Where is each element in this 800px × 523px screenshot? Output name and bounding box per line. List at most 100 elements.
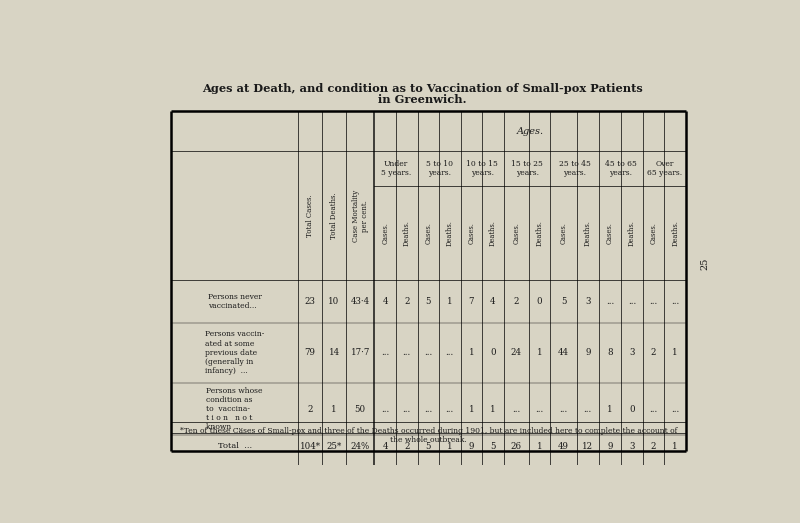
Text: 79: 79 xyxy=(305,348,315,357)
Text: Persons vaccin-
ated at some
previous date
(generally in
infancy)  ...: Persons vaccin- ated at some previous da… xyxy=(205,331,264,375)
Text: 10: 10 xyxy=(328,297,339,306)
Text: Cases.: Cases. xyxy=(560,222,568,244)
Text: 12: 12 xyxy=(582,442,594,451)
Text: Deaths.: Deaths. xyxy=(584,220,592,246)
Text: 44: 44 xyxy=(558,348,570,357)
Text: 3: 3 xyxy=(585,297,590,306)
Text: 4: 4 xyxy=(382,442,388,451)
Text: 104*: 104* xyxy=(299,442,321,451)
Text: 2: 2 xyxy=(651,348,656,357)
Text: Deaths.: Deaths. xyxy=(446,220,454,246)
Text: Deaths.: Deaths. xyxy=(671,220,679,246)
Text: 1: 1 xyxy=(469,405,474,414)
Text: ...: ... xyxy=(606,297,614,306)
Text: 5: 5 xyxy=(561,297,566,306)
Text: ...: ... xyxy=(650,405,658,414)
Text: Total Deaths.: Total Deaths. xyxy=(330,192,338,239)
Text: 3: 3 xyxy=(630,442,634,451)
Text: ...: ... xyxy=(402,405,411,414)
Text: 2: 2 xyxy=(307,405,313,414)
Text: 45 to 65
years.: 45 to 65 years. xyxy=(605,160,637,177)
Text: ...: ... xyxy=(512,405,520,414)
Text: 2: 2 xyxy=(404,442,410,451)
Text: 26: 26 xyxy=(510,442,522,451)
Text: 17·7: 17·7 xyxy=(350,348,370,357)
Text: 0: 0 xyxy=(630,405,635,414)
Text: 1: 1 xyxy=(607,405,613,414)
Text: 43·4: 43·4 xyxy=(350,297,370,306)
Text: 1: 1 xyxy=(537,348,542,357)
Text: 15 to 25
years.: 15 to 25 years. xyxy=(511,160,543,177)
Text: ...: ... xyxy=(671,405,679,414)
Text: Deaths.: Deaths. xyxy=(402,220,410,246)
Text: 1: 1 xyxy=(469,348,474,357)
Text: 5: 5 xyxy=(490,442,495,451)
Text: 49: 49 xyxy=(558,442,570,451)
Text: Over
65 years.: Over 65 years. xyxy=(647,160,682,177)
Text: 23: 23 xyxy=(305,297,315,306)
Text: Deaths.: Deaths. xyxy=(489,220,497,246)
Text: Deaths.: Deaths. xyxy=(536,220,544,246)
Text: 2: 2 xyxy=(404,297,410,306)
Text: 1: 1 xyxy=(537,442,542,451)
Text: Case Mortality
per cent.: Case Mortality per cent. xyxy=(352,190,369,242)
Text: Cases.: Cases. xyxy=(424,222,432,244)
Text: Deaths.: Deaths. xyxy=(628,220,636,246)
Text: 3: 3 xyxy=(630,348,634,357)
Text: ...: ... xyxy=(535,405,544,414)
Text: 2: 2 xyxy=(651,442,656,451)
Text: 1: 1 xyxy=(672,348,678,357)
Text: in Greenwich.: in Greenwich. xyxy=(378,94,466,105)
Text: Persons whose
condition as
to  vaccina-
t i o n   n o t
known  ...: Persons whose condition as to vaccina- t… xyxy=(206,386,263,431)
Text: 1: 1 xyxy=(331,405,337,414)
Text: ...: ... xyxy=(402,348,411,357)
Text: ...: ... xyxy=(424,348,433,357)
Text: ...: ... xyxy=(650,297,658,306)
Text: 5: 5 xyxy=(426,442,431,451)
Text: 9: 9 xyxy=(585,348,590,357)
Text: ...: ... xyxy=(381,348,390,357)
Text: ...: ... xyxy=(671,297,679,306)
Text: 8: 8 xyxy=(607,348,613,357)
Text: 4: 4 xyxy=(490,297,495,306)
Text: ...: ... xyxy=(560,405,568,414)
Text: Cases.: Cases. xyxy=(467,222,475,244)
Text: 9: 9 xyxy=(607,442,613,451)
Text: Cases.: Cases. xyxy=(606,222,614,244)
Text: ...: ... xyxy=(446,405,454,414)
Text: 24: 24 xyxy=(510,348,522,357)
Text: Cases.: Cases. xyxy=(382,222,390,244)
Text: Ages at Death, and condition as to Vaccination of Small-pox Patients: Ages at Death, and condition as to Vacci… xyxy=(202,84,642,95)
Text: Ages.: Ages. xyxy=(517,127,544,136)
Text: 9: 9 xyxy=(469,442,474,451)
Text: 1: 1 xyxy=(447,442,453,451)
Text: Cases.: Cases. xyxy=(512,222,520,244)
Text: 25: 25 xyxy=(700,258,709,270)
Text: 14: 14 xyxy=(329,348,339,357)
Text: Total  ...: Total ... xyxy=(218,442,252,450)
Text: 24%: 24% xyxy=(350,442,370,451)
Text: 0: 0 xyxy=(490,348,496,357)
Text: 10 to 15
years.: 10 to 15 years. xyxy=(466,160,498,177)
Text: 25*: 25* xyxy=(326,442,342,451)
Text: ...: ... xyxy=(381,405,390,414)
Text: ...: ... xyxy=(424,405,433,414)
Text: ...: ... xyxy=(584,405,592,414)
Text: 1: 1 xyxy=(490,405,496,414)
Text: 5: 5 xyxy=(426,297,431,306)
Text: ...: ... xyxy=(628,297,636,306)
Text: 0: 0 xyxy=(537,297,542,306)
Text: 4: 4 xyxy=(382,297,388,306)
Text: 1: 1 xyxy=(672,442,678,451)
Text: *Ten of these Cases of Small-pox and three of the Deaths occurred during 1901, b: *Ten of these Cases of Small-pox and thr… xyxy=(180,427,678,444)
Text: 7: 7 xyxy=(469,297,474,306)
Text: 2: 2 xyxy=(514,297,519,306)
Text: 50: 50 xyxy=(354,405,366,414)
Text: ...: ... xyxy=(446,348,454,357)
Text: Cases.: Cases. xyxy=(650,222,658,244)
Text: 1: 1 xyxy=(447,297,453,306)
Text: Under
5 years.: Under 5 years. xyxy=(381,160,411,177)
Text: Persons never
vaccinated...: Persons never vaccinated... xyxy=(208,293,262,310)
Text: 25 to 45
years.: 25 to 45 years. xyxy=(558,160,590,177)
Text: Total Cases.: Total Cases. xyxy=(306,195,314,237)
